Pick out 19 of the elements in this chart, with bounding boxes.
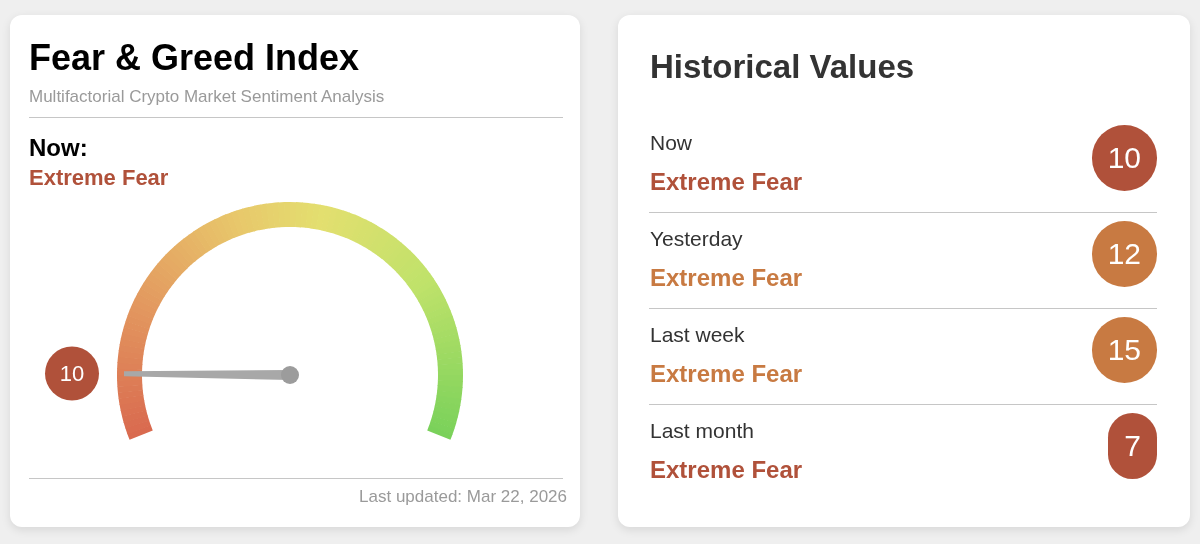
category-label: Now [650, 130, 693, 156]
data-label: 7 [1108, 413, 1157, 479]
data-label: 15 [1091, 317, 1157, 383]
text: Extreme Fear [650, 360, 803, 387]
category-label: Yesterday [650, 226, 743, 252]
category-label: Last month [650, 418, 754, 444]
text: Historical Values [650, 47, 915, 87]
text: Now: [29, 134, 88, 162]
text: Extreme Fear [29, 165, 169, 191]
text: Extreme Fear [650, 456, 803, 483]
text: Fear & Greed Index [29, 36, 360, 80]
data-label: 10 [59, 360, 85, 386]
text: Last updated: Mar 22, 2026 [359, 486, 567, 508]
data-label: 12 [1091, 221, 1157, 287]
text: Extreme Fear [650, 264, 803, 291]
data-label: 10 [1091, 125, 1157, 191]
category-label: Last week [650, 322, 745, 348]
text: Multifactorial Crypto Market Sentiment Analysis [29, 86, 385, 108]
text: Extreme Fear [650, 168, 803, 195]
